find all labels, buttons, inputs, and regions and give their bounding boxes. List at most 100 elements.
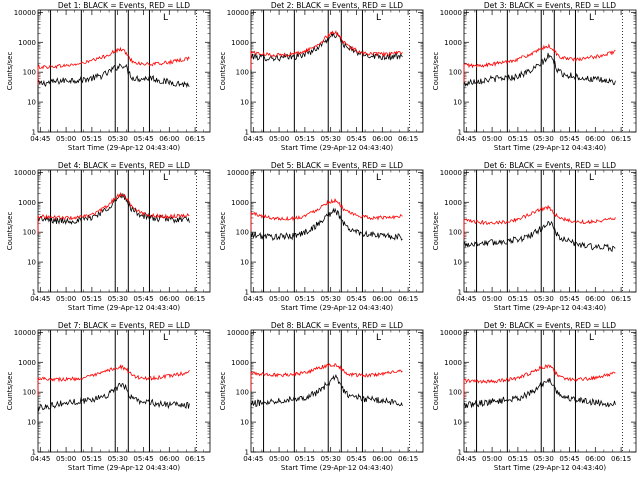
lld-series-line (463, 364, 616, 399)
x-tick-label: 05:45 (346, 135, 366, 143)
x-tick-label: 05:30 (534, 455, 554, 463)
y-tick-label: 1 (245, 449, 249, 457)
y-axis: 1 10 100 1000 10000 (14, 329, 210, 457)
corner-glyph: L (376, 13, 381, 23)
x-tick-label: 05:30 (534, 135, 554, 143)
x-tick-label: 06:15 (611, 455, 631, 463)
x-tick-label: 05:30 (321, 295, 341, 303)
x-axis-label: Start Time (29-Apr-12 04:43:40) (281, 144, 393, 152)
x-tick-label: 05:45 (559, 455, 579, 463)
y-axis-label: Counts/sec (432, 212, 440, 251)
detector-panel-4: Det 4: BLACK = Events, RED = LLD 1 10 100 10… (6, 161, 211, 312)
x-tick-label: 04:45 (30, 295, 50, 303)
y-tick-label: 10 (27, 419, 36, 427)
x-tick-label: 05:45 (346, 295, 366, 303)
time-markers (263, 170, 410, 292)
y-tick-label: 100 (449, 229, 462, 237)
x-tick-label: 06:15 (398, 455, 418, 463)
x-tick-label: 06:15 (185, 295, 205, 303)
x-tick-label: 05:00 (269, 455, 289, 463)
x-tick-label: 05:00 (482, 295, 502, 303)
y-axis: 1 10 100 1000 10000 (227, 169, 423, 297)
x-tick-label: 05:15 (82, 295, 102, 303)
time-markers (476, 330, 623, 452)
y-axis-label: Counts/sec (6, 212, 14, 251)
x-tick-label: 06:15 (185, 135, 205, 143)
x-tick-label: 06:15 (398, 135, 418, 143)
x-tick-label: 05:00 (56, 135, 76, 143)
x-tick-label: 05:15 (295, 455, 315, 463)
plot-frame (250, 169, 424, 293)
y-tick-label: 100 (449, 389, 462, 397)
x-tick-label: 05:45 (133, 135, 153, 143)
x-tick-label: 05:30 (108, 135, 128, 143)
x-tick-label: 06:15 (185, 455, 205, 463)
x-axis-label: Start Time (29-Apr-12 04:43:40) (281, 304, 393, 312)
x-axis: 04:45 05:00 05:15 05:30 05:45 06:00 06:15 (243, 330, 418, 463)
detector-panel-1: Det 1: BLACK = Events, RED = LLD 1 10 100 10… (6, 1, 211, 152)
x-tick-label: 05:45 (133, 455, 153, 463)
y-axis-label: Counts/sec (432, 52, 440, 91)
time-markers (50, 10, 197, 132)
lld-series-line (463, 43, 616, 83)
y-tick-label: 100 (23, 229, 36, 237)
y-tick-label: 10 (453, 419, 462, 427)
detector-panel-9: Det 9: BLACK = Events, RED = LLD 1 10 100 10… (432, 321, 637, 472)
corner-glyph: L (163, 13, 168, 23)
y-axis-label: Counts/sec (6, 372, 14, 411)
lld-series-line (37, 46, 190, 85)
y-axis: 1 10 100 1000 10000 (14, 169, 210, 297)
x-tick-label: 05:45 (346, 455, 366, 463)
x-tick-label: 05:15 (508, 295, 528, 303)
x-axis: 04:45 05:00 05:15 05:30 05:45 06:00 06:15 (243, 10, 418, 143)
y-tick-label: 10000 (14, 9, 36, 17)
x-tick-label: 05:15 (295, 135, 315, 143)
y-tick-label: 1000 (231, 359, 249, 367)
x-tick-label: 05:00 (269, 295, 289, 303)
lld-series-line (250, 30, 403, 70)
y-tick-label: 100 (236, 69, 249, 77)
y-tick-label: 10 (240, 419, 249, 427)
x-tick-label: 05:30 (108, 455, 128, 463)
x-tick-label: 05:00 (482, 135, 502, 143)
x-tick-label: 04:45 (243, 295, 263, 303)
x-tick-label: 06:15 (398, 295, 418, 303)
x-tick-label: 05:00 (56, 455, 76, 463)
events-series-line (37, 63, 190, 103)
x-tick-label: 05:30 (321, 455, 341, 463)
detector-panel-5: Det 5: BLACK = Events, RED = LLD 1 10 100 10… (219, 161, 424, 312)
y-tick-label: 10000 (227, 329, 249, 337)
y-tick-label: 1 (458, 129, 462, 137)
panel-title: Det 2: BLACK = Events, RED = LLD (271, 1, 403, 10)
x-tick-label: 04:45 (30, 455, 50, 463)
x-tick-label: 05:45 (559, 135, 579, 143)
y-tick-label: 1000 (18, 359, 36, 367)
x-tick-label: 05:30 (108, 295, 128, 303)
x-tick-label: 04:45 (30, 135, 50, 143)
time-markers (263, 330, 410, 452)
x-tick-label: 04:45 (456, 295, 476, 303)
x-tick-label: 05:00 (482, 455, 502, 463)
y-tick-label: 1000 (444, 39, 462, 47)
detector-panel-8: Det 8: BLACK = Events, RED = LLD 1 10 100 10… (219, 321, 424, 472)
x-tick-label: 06:00 (372, 135, 392, 143)
detector-panel-3: Det 3: BLACK = Events, RED = LLD 1 10 100 10… (432, 1, 637, 152)
plot-frame (250, 9, 424, 133)
events-series-line (463, 377, 616, 424)
y-tick-label: 10 (453, 259, 462, 267)
y-tick-label: 1 (245, 289, 249, 297)
x-tick-label: 06:00 (585, 295, 605, 303)
y-axis-label: Counts/sec (219, 52, 227, 91)
plot-frame (37, 329, 211, 453)
lld-series-line (463, 204, 616, 239)
y-tick-label: 10 (453, 99, 462, 107)
time-markers (50, 170, 197, 292)
detector-panel-6: Det 6: BLACK = Events, RED = LLD 1 10 100 10… (432, 161, 637, 312)
corner-glyph: L (589, 13, 594, 23)
x-tick-label: 04:45 (243, 455, 263, 463)
y-tick-label: 1 (458, 449, 462, 457)
x-tick-label: 06:00 (159, 295, 179, 303)
y-tick-label: 10000 (440, 9, 462, 17)
y-tick-label: 10 (27, 99, 36, 107)
corner-glyph: L (589, 173, 594, 183)
